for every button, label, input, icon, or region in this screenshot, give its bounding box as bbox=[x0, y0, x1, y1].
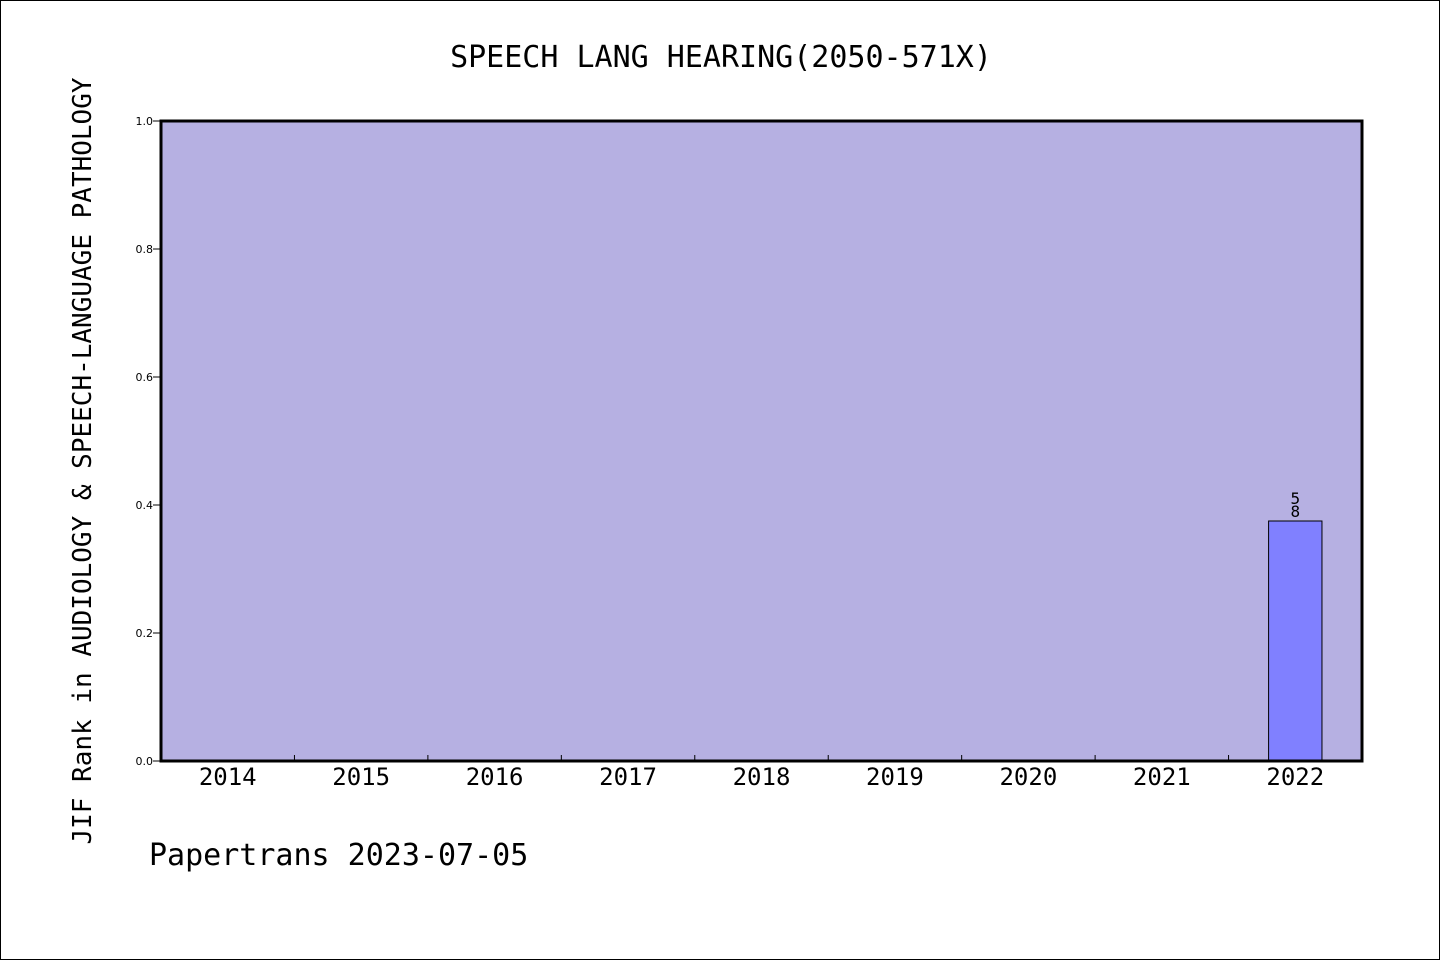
chart-title: SPEECH LANG HEARING(2050-571X) bbox=[450, 40, 992, 75]
x-tick-label: 2018 bbox=[733, 763, 791, 791]
bar-label: 8 bbox=[1290, 502, 1300, 521]
x-tick-label: 2019 bbox=[866, 763, 924, 791]
footer-credit: Papertrans 2023-07-05 bbox=[149, 838, 528, 873]
x-tick-label: 2016 bbox=[466, 763, 524, 791]
x-axis-ticks: 2014 2015 2016 2017 2018 2019 2020 2021 2022 bbox=[199, 755, 1324, 791]
x-tick-label: 2020 bbox=[999, 763, 1057, 791]
bar-series bbox=[1268, 520, 1323, 762]
y-tick-label: 0.2 bbox=[136, 627, 154, 640]
bar-labels: 58 bbox=[1290, 489, 1300, 521]
bar-label: 5 bbox=[1290, 489, 1300, 508]
x-tick-label: 2022 bbox=[1266, 763, 1324, 791]
x-tick-label: 2017 bbox=[599, 763, 657, 791]
plot-area bbox=[161, 121, 1362, 761]
plot-border bbox=[159, 119, 1364, 763]
x-tick-label: 2014 bbox=[199, 763, 257, 791]
x-tick-label: 2021 bbox=[1133, 763, 1191, 791]
y-axis-ticks: 0.0 0.2 0.4 0.6 0.8 1.0 bbox=[136, 115, 161, 768]
y-tick-label: 0.8 bbox=[136, 243, 154, 256]
y-tick-label: 0.6 bbox=[136, 371, 154, 384]
y-tick-label: 0.4 bbox=[136, 499, 154, 512]
x-tick-label: 2015 bbox=[332, 763, 390, 791]
y-tick-label: 1.0 bbox=[136, 115, 154, 128]
y-axis-label: JIF Rank in AUDIOLOGY & SPEECH-LANGUAGE … bbox=[68, 77, 98, 844]
bar-2022 bbox=[1268, 520, 1323, 762]
y-tick-label: 0.0 bbox=[136, 755, 154, 768]
